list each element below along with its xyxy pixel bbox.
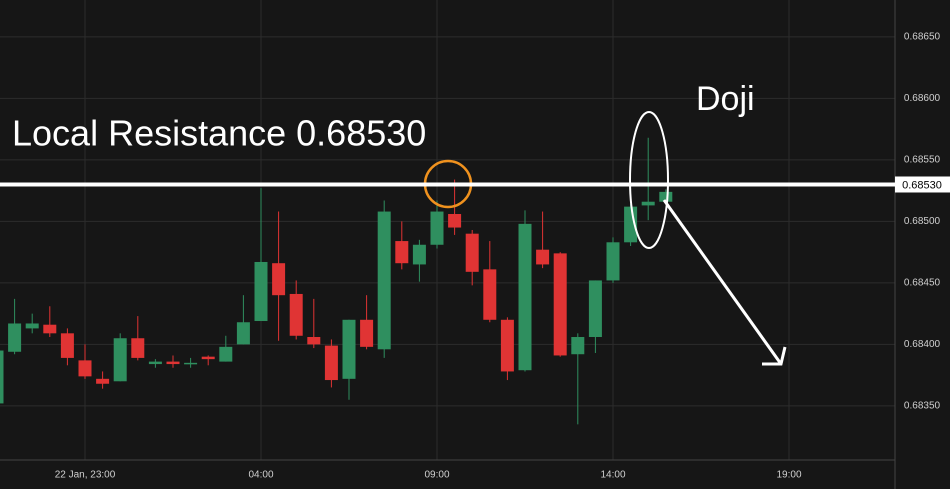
candle-body — [377, 211, 391, 350]
x-tick-label: 04:00 — [248, 470, 273, 481]
candle-body — [465, 233, 479, 272]
candle-body — [624, 206, 638, 243]
y-tick-label: 0.68650 — [904, 32, 941, 43]
candle-body — [184, 362, 198, 365]
candle-body — [342, 319, 356, 379]
doji-ellipse — [629, 111, 669, 249]
candle-body — [412, 244, 426, 265]
candle-body — [360, 319, 374, 347]
candle-body — [78, 360, 92, 377]
candle-body — [395, 241, 409, 264]
candle-body — [307, 337, 321, 345]
labels: 0.68350 0.68400 0.68450 0.68500 0.68550 0.686… — [55, 32, 941, 481]
candle-body — [0, 350, 4, 404]
candle-body — [606, 242, 620, 281]
candle-body — [113, 338, 127, 382]
resistance-annotation: Local Resistance 0.68530 — [12, 113, 426, 154]
resistance-label-box — [895, 176, 950, 193]
candle-body — [96, 378, 110, 384]
candle-body — [588, 280, 602, 338]
candle-body — [60, 333, 74, 358]
x-tick-label: 19:00 — [776, 470, 801, 481]
x-tick-label: 14:00 — [600, 470, 625, 481]
y-tick-label: 0.68600 — [904, 93, 941, 104]
y-tick-label: 0.68350 — [904, 401, 941, 412]
candle-body — [553, 253, 567, 356]
y-tick-label: 0.68500 — [904, 216, 941, 227]
candle-body — [536, 249, 550, 265]
candles — [0, 137, 673, 425]
candle-body — [219, 346, 233, 362]
candle-body — [659, 191, 673, 202]
candle-body — [289, 293, 303, 336]
candle-body — [500, 319, 514, 372]
candle-body — [254, 261, 268, 322]
candle-body — [43, 324, 57, 334]
candle-body — [641, 201, 655, 206]
candle-body — [148, 361, 162, 365]
candle-body — [166, 361, 180, 365]
arrow — [662, 199, 787, 366]
candle-body — [518, 223, 532, 371]
candle-body — [571, 337, 585, 355]
candle-body — [8, 323, 22, 352]
resistance-label: 0.68530 — [902, 179, 942, 191]
candle-body — [448, 214, 462, 228]
candle-body — [25, 323, 39, 329]
candle-body — [272, 263, 286, 296]
x-tick-label: 09:00 — [424, 470, 449, 481]
y-tick-label: 0.68450 — [904, 278, 941, 289]
candle-body — [483, 269, 497, 320]
candle-body — [430, 211, 444, 245]
candle-body — [131, 338, 145, 358]
doji-annotation: Doji — [696, 80, 755, 118]
candle-body — [324, 345, 338, 381]
candle-body — [236, 322, 250, 345]
x-tick-label: 22 Jan, 23:00 — [55, 470, 116, 481]
y-tick-label: 0.68550 — [904, 155, 941, 166]
y-tick-label: 0.68400 — [904, 339, 941, 350]
candle-body — [201, 356, 215, 360]
